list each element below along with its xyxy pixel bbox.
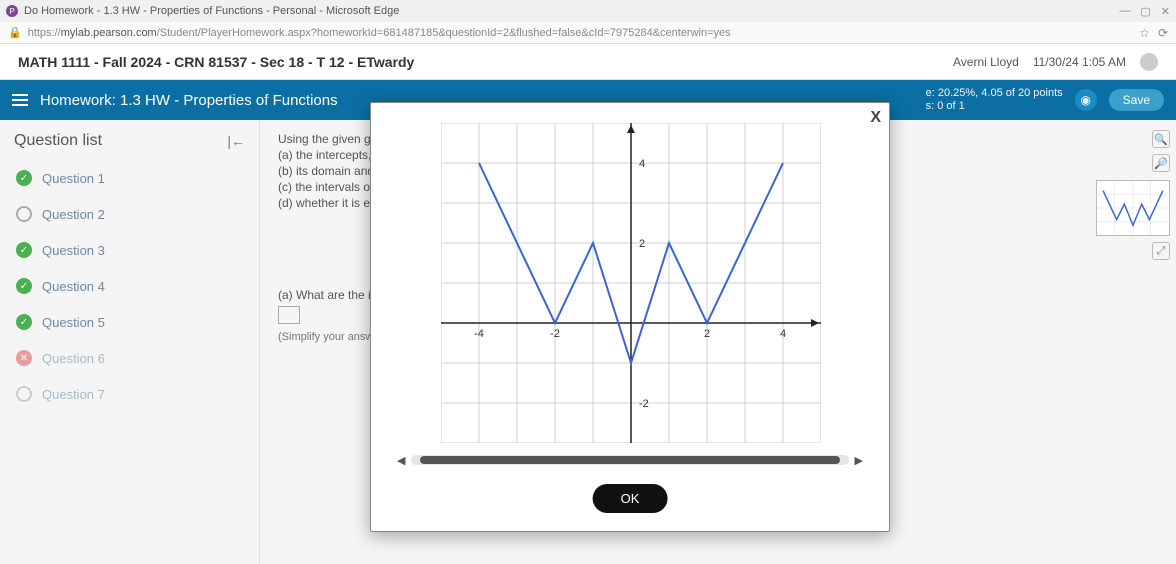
- svg-text:2: 2: [704, 328, 710, 340]
- scroll-left-icon[interactable]: ◀: [397, 454, 405, 467]
- zoom-out-icon[interactable]: 🔎: [1152, 154, 1170, 172]
- svg-text:4: 4: [639, 158, 645, 170]
- status-wrong-icon: ✕: [16, 350, 32, 366]
- question-label: Question 5: [42, 315, 105, 330]
- question-item-7[interactable]: Question 7: [14, 376, 245, 412]
- svg-text:-4: -4: [474, 328, 484, 340]
- score-line-2: s: 0 of 1: [926, 100, 1063, 113]
- score-line-1: e: 20.25%, 4.05 of 20 points: [926, 87, 1063, 100]
- graph-scrollbar[interactable]: ◀ ▶: [411, 455, 849, 465]
- course-title: MATH 1111 - Fall 2024 - CRN 81537 - Sec …: [18, 54, 414, 70]
- user-name: Averni Lloyd: [953, 55, 1019, 69]
- svg-text:2: 2: [639, 238, 645, 250]
- svg-text:-2: -2: [639, 398, 649, 410]
- course-header: MATH 1111 - Fall 2024 - CRN 81537 - Sec …: [0, 44, 1176, 80]
- status-complete-icon: ✓: [16, 170, 32, 186]
- status-complete-icon: ✓: [16, 314, 32, 330]
- close-window-icon[interactable]: ✕: [1161, 5, 1170, 18]
- graph-modal: X -4 -2 2 4 4 2 -2 ◀ ▶ OK: [370, 102, 890, 532]
- reader-icon[interactable]: ☆: [1139, 26, 1150, 40]
- svg-text:-2: -2: [550, 328, 560, 340]
- info-icon[interactable]: ◉: [1075, 89, 1097, 111]
- question-item-1[interactable]: ✓ Question 1: [14, 160, 245, 196]
- minimize-icon[interactable]: —: [1119, 5, 1130, 18]
- status-partial-icon: [16, 386, 32, 402]
- question-item-2[interactable]: Question 2: [14, 196, 245, 232]
- avatar-icon[interactable]: [1140, 53, 1158, 71]
- scroll-right-icon[interactable]: ▶: [855, 454, 863, 467]
- datetime: 11/30/24 1:05 AM: [1033, 55, 1126, 69]
- graph-canvas: -4 -2 2 4 4 2 -2: [441, 123, 821, 443]
- question-label: Question 7: [42, 387, 105, 402]
- window-titlebar: P Do Homework - 1.3 HW - Properties of F…: [0, 0, 1176, 22]
- collapse-icon[interactable]: |←: [227, 133, 245, 149]
- zoom-in-icon[interactable]: 🔍: [1152, 130, 1170, 148]
- right-tool-panel: 🔍 🔎 ⤢: [1086, 120, 1176, 564]
- question-list-heading: Question list: [14, 132, 102, 150]
- url-path: /Student/PlayerHomework.aspx?homeworkId=…: [157, 27, 731, 39]
- reload-icon[interactable]: ⟳: [1158, 26, 1168, 40]
- question-label: Question 6: [42, 351, 105, 366]
- mini-graph-thumbnail[interactable]: [1096, 180, 1170, 236]
- modal-close-button[interactable]: X: [870, 109, 881, 127]
- question-item-6[interactable]: ✕ Question 6: [14, 340, 245, 376]
- status-complete-icon: ✓: [16, 242, 32, 258]
- homework-title: Homework: 1.3 HW - Properties of Functio…: [40, 92, 338, 109]
- question-label: Question 3: [42, 243, 105, 258]
- question-label: Question 1: [42, 171, 105, 186]
- status-empty-icon: [16, 206, 32, 222]
- question-item-3[interactable]: ✓ Question 3: [14, 232, 245, 268]
- ok-button[interactable]: OK: [593, 484, 668, 513]
- url-domain: mylab.pearson.com: [61, 27, 157, 39]
- expand-icon[interactable]: ⤢: [1152, 242, 1170, 260]
- question-label: Question 2: [42, 207, 105, 222]
- status-complete-icon: ✓: [16, 278, 32, 294]
- question-label: Question 4: [42, 279, 105, 294]
- maximize-icon[interactable]: ▢: [1140, 5, 1150, 18]
- window-title: Do Homework - 1.3 HW - Properties of Fun…: [24, 5, 399, 17]
- lock-icon: 🔒: [8, 26, 22, 39]
- svg-text:4: 4: [780, 328, 786, 340]
- menu-icon[interactable]: [12, 94, 28, 106]
- save-button[interactable]: Save: [1109, 89, 1164, 111]
- question-list-panel: Question list |← ✓ Question 1 Question 2 ✓ Q…: [0, 120, 260, 564]
- answer-input[interactable]: [278, 306, 300, 324]
- app-favicon: P: [6, 5, 18, 17]
- address-bar: 🔒 https://mylab.pearson.com/Student/Play…: [0, 22, 1176, 44]
- scroll-thumb[interactable]: [420, 456, 840, 464]
- question-item-5[interactable]: ✓ Question 5: [14, 304, 245, 340]
- question-item-4[interactable]: ✓ Question 4: [14, 268, 245, 304]
